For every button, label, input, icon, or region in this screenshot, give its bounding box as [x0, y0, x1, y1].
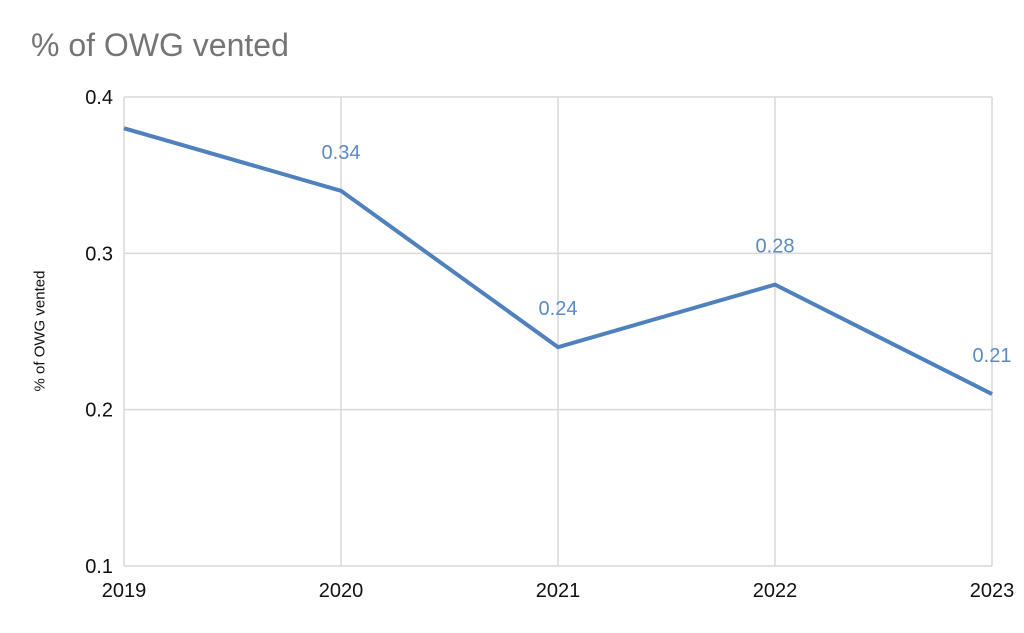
data-series-line — [123, 126, 993, 396]
x-tick-label: 2023 — [970, 580, 1015, 602]
data-point-label: 0.21 — [973, 345, 1012, 367]
x-tick-label: 2022 — [753, 580, 798, 602]
y-tick-label: 0.4 — [85, 87, 113, 109]
data-point-label: 0.34 — [322, 142, 361, 164]
x-tick-label: 2020 — [319, 580, 364, 602]
y-tick-label: 0.1 — [85, 556, 113, 578]
x-tick-label: 2019 — [102, 580, 147, 602]
data-point-label: 0.28 — [756, 236, 795, 258]
x-tick-label: 2021 — [536, 580, 581, 602]
y-tick-label: 0.3 — [85, 243, 113, 265]
chart-title: % of OWG vented — [31, 27, 289, 63]
data-point-label: 0.24 — [539, 298, 578, 320]
y-tick-label: 0.2 — [85, 400, 113, 422]
